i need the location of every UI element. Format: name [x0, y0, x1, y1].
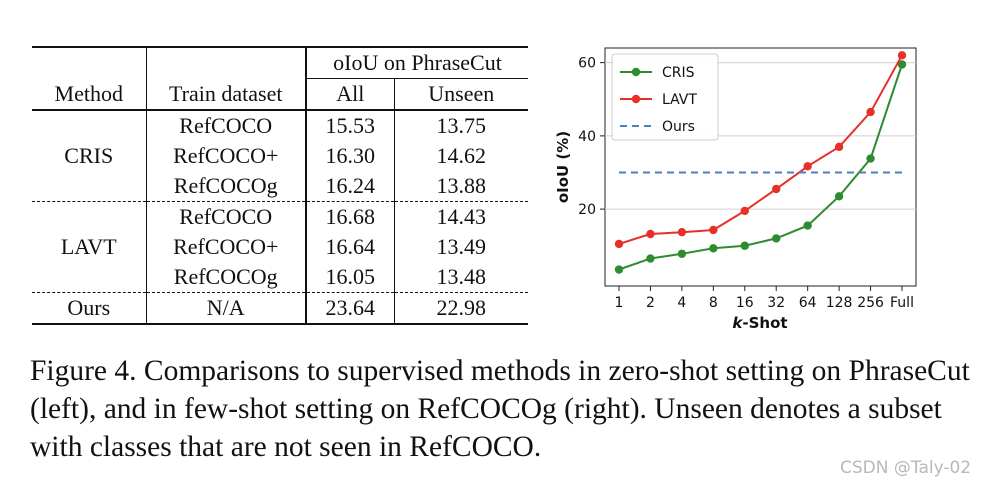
- x-tick-label: 64: [799, 295, 817, 311]
- legend-label-cris: CRIS: [662, 65, 695, 81]
- header-method: Method: [54, 80, 123, 106]
- unseen-cell: 13.88: [393, 171, 528, 202]
- x-tick-label: Full: [890, 295, 914, 311]
- data-point-lavt: [740, 206, 749, 216]
- method-ours: Ours: [32, 292, 146, 324]
- x-axis-label-rest: -Shot: [742, 314, 787, 332]
- data-point-lavt: [709, 225, 718, 235]
- series-line-cris: [618, 64, 903, 271]
- y-tick-label: 20: [578, 202, 596, 218]
- x-tick-label: 8: [709, 295, 718, 311]
- data-point-lavt: [646, 229, 655, 239]
- data-point-lavt: [772, 184, 781, 194]
- x-tick-label: 2: [646, 295, 655, 311]
- method-lavt: LAVT: [32, 201, 146, 293]
- data-point-cris: [677, 249, 687, 258]
- watermark: CSDN @Taly-02: [840, 458, 972, 478]
- y-tick-label: 60: [578, 56, 596, 72]
- x-axis-label: k-Shot: [732, 314, 787, 332]
- all-cell: 16.30: [305, 141, 394, 171]
- data-point-cris: [709, 244, 718, 253]
- x-tick-label: 4: [677, 295, 686, 311]
- x-tick-label: 16: [736, 295, 754, 311]
- unseen-cell: 22.98: [393, 292, 528, 324]
- train-cell: RefCOCO+: [145, 232, 306, 262]
- train-cell: RefCOCO: [145, 110, 306, 141]
- legend-box: [611, 53, 719, 141]
- all-cell: 16.24: [305, 171, 394, 202]
- data-point-lavt: [866, 107, 875, 117]
- x-tick-label: 32: [767, 295, 785, 311]
- header-all: All: [305, 78, 394, 110]
- unseen-cell: 14.62: [393, 141, 528, 171]
- x-tick-label: 256: [857, 295, 884, 311]
- train-cell: RefCOCOg: [145, 262, 306, 293]
- x-axis-label-italic: k: [732, 314, 743, 332]
- data-point-lavt: [897, 51, 907, 60]
- series-line-lavt: [618, 54, 903, 245]
- data-point-lavt: [834, 142, 844, 152]
- all-cell: 23.64: [305, 292, 394, 324]
- unseen-cell: 13.48: [393, 262, 528, 293]
- data-point-cris: [646, 254, 655, 263]
- legend-label-lavt: LAVT: [662, 92, 697, 108]
- data-point-lavt: [677, 227, 687, 237]
- all-cell: 16.68: [305, 201, 394, 232]
- table-row: CRIS RefCOCO 15.53 13.75: [32, 110, 528, 168]
- table-row: RefCOCOg 16.05 13.48: [32, 262, 528, 293]
- data-point-cris: [866, 154, 875, 163]
- plot-frame: [604, 47, 917, 287]
- phrasecut-results-table: oIoU on PhraseCut Method Train dataset A…: [32, 46, 528, 325]
- table-row: RefCOCO+ 16.64 13.49: [32, 232, 528, 262]
- legend-marker-cris: [631, 67, 641, 77]
- method-cris: CRIS: [64, 143, 114, 168]
- unseen-cell: 13.49: [393, 232, 528, 262]
- data-point-cris: [834, 192, 844, 201]
- x-tick-label: 128: [826, 295, 853, 311]
- legend-label-ours: Ours: [662, 119, 695, 135]
- legend: CRIS LAVT Ours: [611, 53, 719, 141]
- table-row: RefCOCOg 16.24 13.88: [32, 171, 528, 202]
- train-cell: N/A: [145, 292, 306, 324]
- data-point-cris: [803, 221, 812, 230]
- series-layer: [614, 51, 907, 274]
- table-row: Ours N/A 23.64 22.98: [32, 292, 528, 324]
- axis-layer: 20 40 60 1 2 4 8 16 32 64 128 256 Full: [578, 56, 914, 311]
- x-tick-label: 1: [615, 295, 624, 311]
- y-tick-label: 40: [578, 129, 596, 145]
- header-train-dataset: Train dataset: [145, 78, 306, 110]
- table-row: LAVT RefCOCO 16.68 14.43: [32, 201, 528, 293]
- table-row: RefCOCO+ 16.30 14.62: [32, 141, 528, 171]
- unseen-cell: 13.75: [393, 110, 528, 141]
- data-point-lavt: [803, 162, 812, 171]
- all-cell: 15.53: [305, 110, 394, 141]
- data-point-cris: [740, 241, 749, 250]
- data-point-lavt: [614, 239, 624, 249]
- header-blank-train: [145, 47, 306, 79]
- figure-caption: Figure 4. Comparisons to supervised meth…: [30, 355, 970, 463]
- all-cell: 16.64: [305, 232, 394, 262]
- unseen-cell: 14.43: [393, 201, 528, 232]
- header-blank-method: [32, 47, 146, 79]
- train-cell: RefCOCO: [145, 201, 306, 232]
- all-cell: 16.05: [305, 262, 394, 293]
- data-point-cris: [614, 265, 624, 274]
- header-unseen: Unseen: [393, 78, 528, 110]
- y-axis-label: oIoU (%): [554, 131, 572, 203]
- train-cell: RefCOCOg: [145, 171, 306, 202]
- header-oiou-phrasecut: oIoU on PhraseCut: [305, 47, 528, 79]
- data-point-cris: [772, 234, 781, 243]
- legend-marker-lavt: [631, 94, 641, 104]
- data-point-cris: [897, 60, 907, 69]
- train-cell: RefCOCO+: [145, 141, 306, 171]
